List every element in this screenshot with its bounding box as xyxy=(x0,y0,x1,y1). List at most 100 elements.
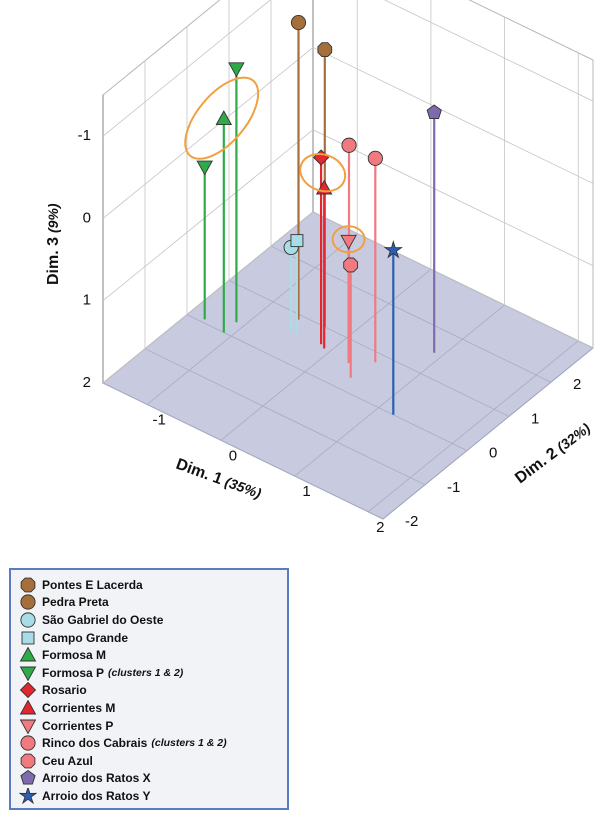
legend-item-ceu-azul: Ceu Azul xyxy=(19,752,281,770)
legend-marker-shape xyxy=(20,577,36,593)
floor-grid-y xyxy=(144,348,426,486)
axis-title-dim1-pct: (35%) xyxy=(223,474,264,502)
legend-label: Arroio dos Ratos Y xyxy=(42,788,151,803)
floor-grid-x xyxy=(368,340,579,513)
right-wall-grid-z xyxy=(312,47,594,184)
legend-label: Ceu Azul xyxy=(42,753,93,768)
legend-item-sao-gabriel-do-oeste: São Gabriel do Oeste xyxy=(19,611,281,629)
marker-ceu-azul-0 xyxy=(343,257,359,273)
legend-label: Pontes E Lacerda xyxy=(42,577,143,592)
axis-title-dim2-label: Dim. 2 xyxy=(512,445,561,488)
left-wall-grid-z xyxy=(102,129,314,302)
legend-marker-shape xyxy=(19,647,37,662)
tick-dim1: 2 xyxy=(376,519,384,536)
legend-marker-pedra-preta xyxy=(20,594,36,610)
tick-dim3: 1 xyxy=(83,292,91,309)
floor-grid-y xyxy=(102,382,384,520)
legend-marker-arroio-dos-ratos-y xyxy=(19,787,37,804)
marker-corrientes-p-0 xyxy=(340,234,357,250)
legend-label: Formosa P xyxy=(42,665,105,680)
axis-title-dim2: Dim. 2(32%) xyxy=(512,420,594,488)
marker-arroio-dos-ratos-y-0 xyxy=(383,240,403,259)
marker-pedra-preta-0 xyxy=(290,14,307,31)
legend-marker-shape xyxy=(20,612,36,628)
tick-dim2: -2 xyxy=(405,513,418,530)
marker-rosario-0 xyxy=(312,149,330,166)
legend-label: Campo Grande xyxy=(42,630,129,645)
legend-item-corrientes-m: Corrientes M xyxy=(19,699,281,717)
right-wall-grid-z xyxy=(383,0,594,102)
right-wall-grid-z xyxy=(312,129,594,267)
legend-marker-ceu-azul xyxy=(20,753,36,769)
marker-formosa-p-0 xyxy=(196,160,213,176)
legend-item-rinco-dos-cabrais: Rinco dos Cabrais (clusters 1 & 2) xyxy=(19,734,281,752)
legend-label: Corrientes P xyxy=(42,718,114,733)
legend-item-arroio-dos-ratos-y: Arroio dos Ratos Y xyxy=(19,787,281,805)
left-wall-grid-z xyxy=(102,47,314,219)
highlight-ellipses xyxy=(184,76,366,254)
tick-dim2: -1 xyxy=(447,479,460,496)
marker-rinco-dos-cabrais-1 xyxy=(367,150,383,166)
legend-marker-shape xyxy=(20,735,36,751)
legend-marker-corrientes-m xyxy=(19,699,37,715)
legend-note: (clusters 1 & 2) xyxy=(151,737,227,750)
legend: Pontes E Lacerda Pedra Preta São Gabriel d… xyxy=(9,568,289,810)
data-stems xyxy=(203,22,436,415)
legend-marker-formosa-m xyxy=(19,647,37,662)
legend-item-formosa-m: Formosa M xyxy=(19,646,281,664)
axis-title-dim3-label: Dim. 3 xyxy=(45,237,62,285)
legend-item-rosario: Rosario xyxy=(19,682,281,700)
floor-grid-x xyxy=(146,233,358,405)
legend-marker-shape xyxy=(19,682,37,699)
axis-title-dim2-pct: (32%) xyxy=(554,420,594,455)
legend-item-campo-grande: Campo Grande xyxy=(19,629,281,647)
axis-title-dim1: Dim. 1(35%) xyxy=(174,456,264,503)
marker-campo-grande-0 xyxy=(290,234,304,248)
legend-item-pontes-e-lacerda: Pontes E Lacerda xyxy=(19,576,281,594)
tick-dim3: -1 xyxy=(78,127,91,144)
legend-marker-shape xyxy=(20,770,36,785)
legend-marker-sao-gabriel-do-oeste xyxy=(20,612,36,628)
legend-marker-shape xyxy=(20,753,36,769)
tick-dim3: 2 xyxy=(83,374,91,391)
legend-marker-rinco-dos-cabrais xyxy=(20,735,36,751)
legend-marker-formosa-p xyxy=(19,666,37,681)
marker-arroio-dos-ratos-x-0 xyxy=(426,104,442,120)
legend-label: Formosa M xyxy=(42,648,107,663)
floor-grid-y xyxy=(186,314,468,451)
legend-marker-shape xyxy=(19,666,37,681)
axis-title-dim3: Dim. 3 (9%) xyxy=(45,203,62,285)
left-wall-grid-z xyxy=(102,0,271,137)
highlight-formosa xyxy=(184,76,260,160)
left-wall-grid-z xyxy=(102,211,314,384)
tick-dim3: 0 xyxy=(83,209,91,226)
axis-title-dim3-pct: (9%) xyxy=(45,203,61,233)
legend-marker-shape xyxy=(21,631,35,645)
legend-marker-arroio-dos-ratos-x xyxy=(20,770,36,785)
legend-note: (clusters 1 & 2) xyxy=(108,666,184,679)
floor-grid-y xyxy=(228,280,510,417)
legend-label: São Gabriel do Oeste xyxy=(42,612,164,627)
legend-item-corrientes-p: Corrientes P xyxy=(19,717,281,735)
tick-dim1: 1 xyxy=(302,483,310,500)
legend-item-arroio-dos-ratos-x: Arroio dos Ratos X xyxy=(19,770,281,788)
tick-dim1: 0 xyxy=(229,447,237,464)
marker-formosa-p-1 xyxy=(228,62,245,78)
legend-label: Rinco dos Cabrais xyxy=(42,736,148,751)
tick-dim2: 0 xyxy=(489,445,497,462)
tick-dim2: 2 xyxy=(573,376,581,393)
legend-label: Corrientes M xyxy=(42,700,116,715)
legend-label: Pedra Preta xyxy=(42,595,109,610)
floor-grid-x xyxy=(294,304,505,477)
legend-marker-pontes-e-lacerda xyxy=(20,577,36,593)
highlight-rosario-corrientes-m xyxy=(299,153,347,193)
legend-marker-campo-grande xyxy=(21,631,35,645)
highlight-corrientes-p xyxy=(331,225,366,254)
legend-label: Rosario xyxy=(42,683,87,698)
tick-dim1: -1 xyxy=(153,411,166,428)
legend-item-pedra-preta: Pedra Preta xyxy=(19,594,281,612)
legend-item-formosa-p: Formosa P (clusters 1 & 2) xyxy=(19,664,281,682)
data-markers xyxy=(196,14,442,273)
